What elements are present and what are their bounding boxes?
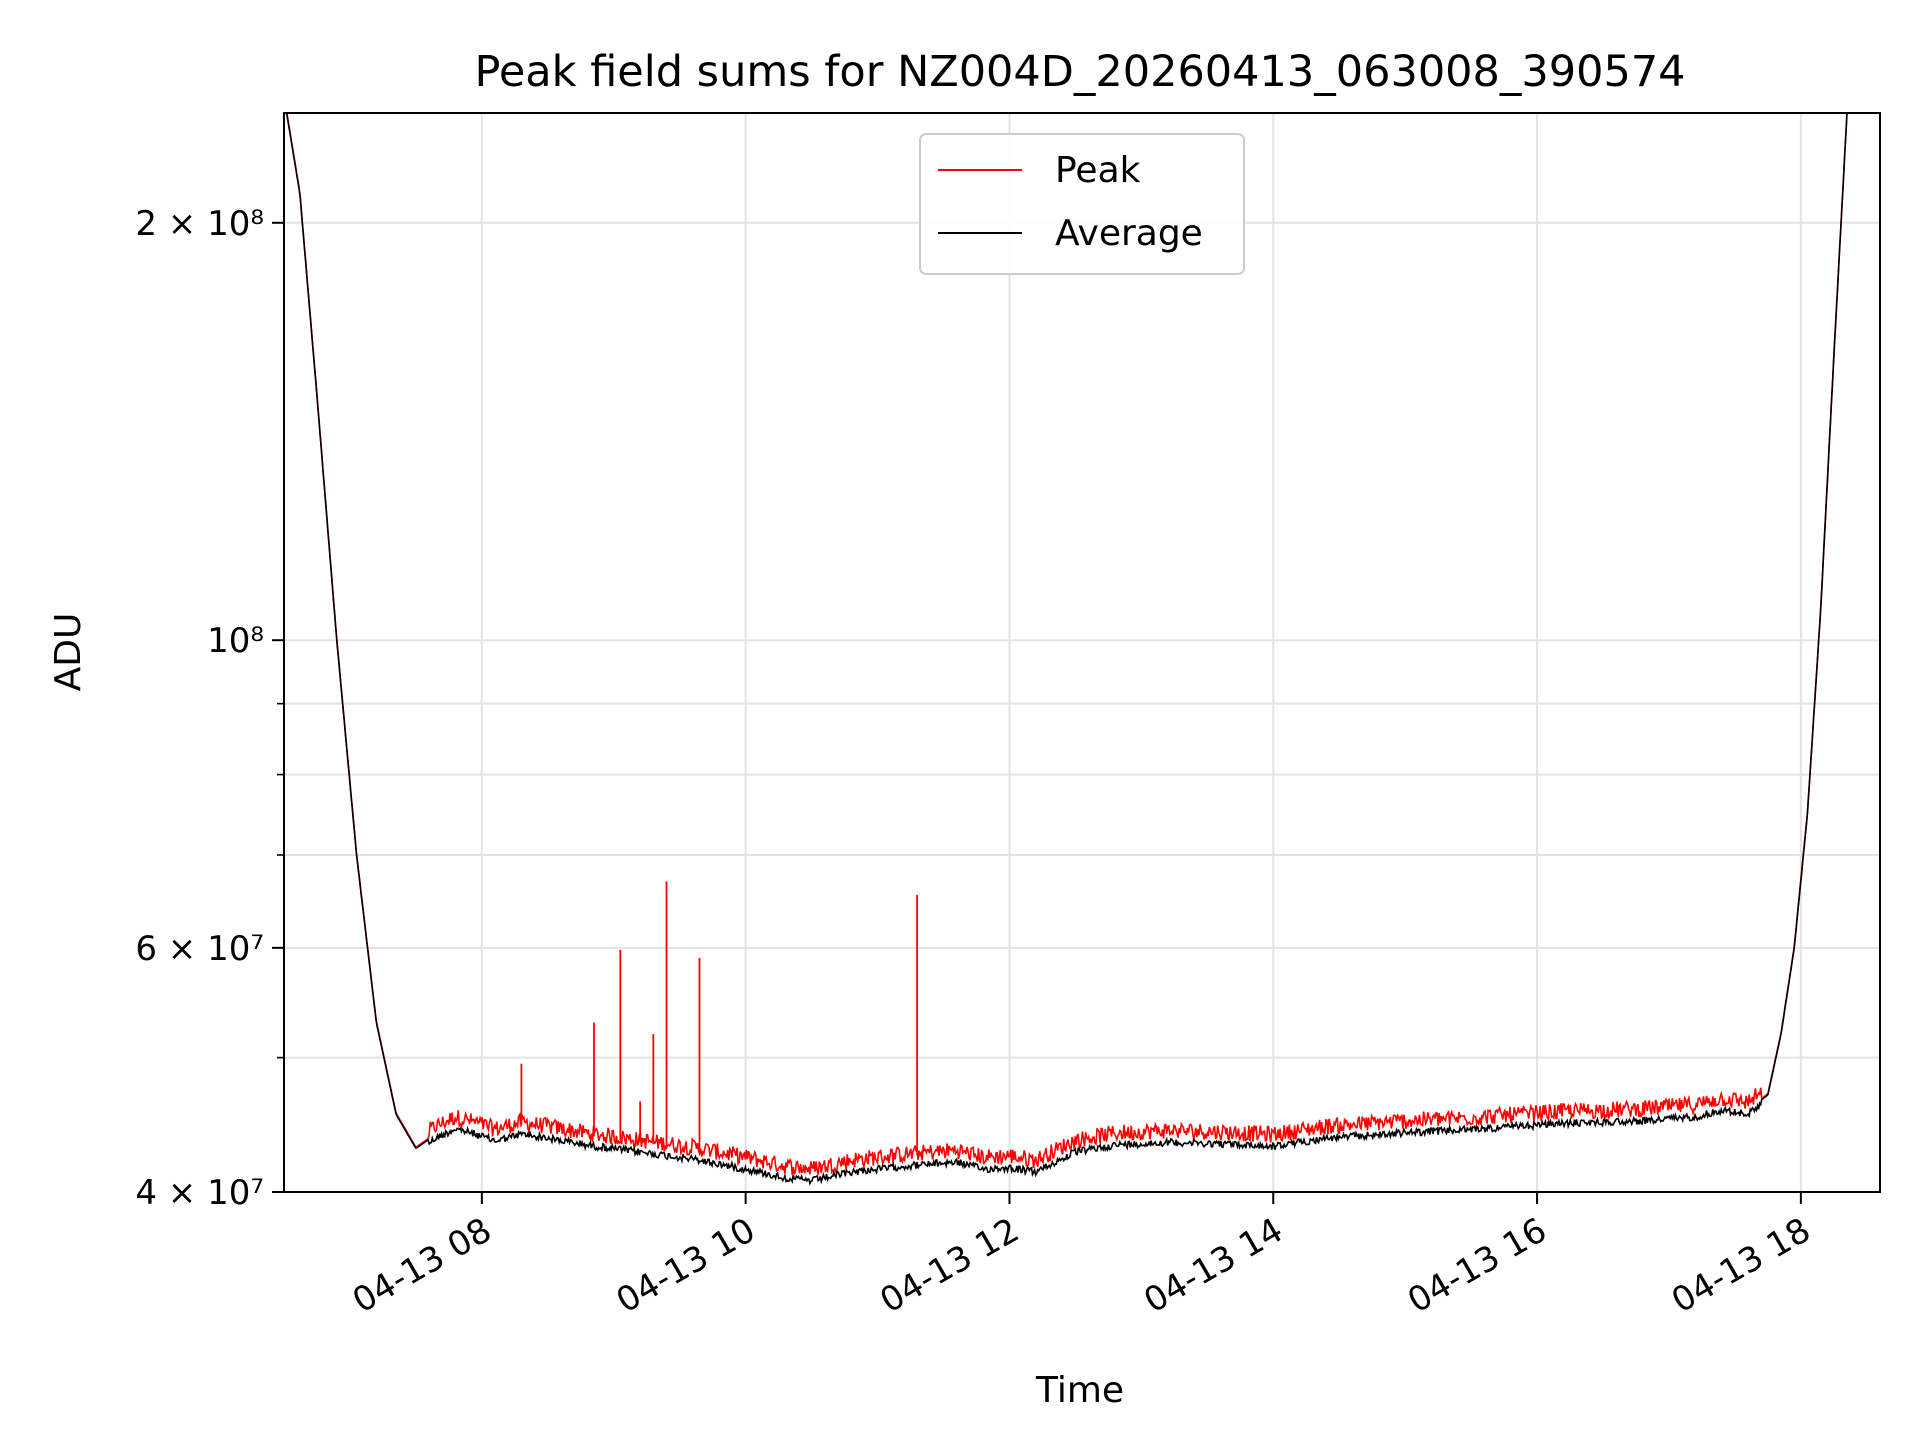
legend-label-average: Average bbox=[1055, 213, 1203, 254]
y-tick-label: 2 × 10⁸ bbox=[135, 204, 264, 244]
y-tick-label: 10⁸ bbox=[207, 621, 264, 661]
series-average bbox=[285, 113, 1848, 1186]
x-axis-label: Time bbox=[1035, 1370, 1124, 1411]
peak-line bbox=[285, 113, 1848, 1175]
chart-title: Peak field sums for NZ004D_20260413_0630… bbox=[474, 47, 1685, 97]
y-axis-label: ADU bbox=[48, 613, 89, 692]
legend: Peak Average bbox=[919, 133, 1245, 275]
y-tick-label: 6 × 10⁷ bbox=[135, 929, 264, 969]
legend-label-peak: Peak bbox=[1055, 150, 1141, 191]
average-line bbox=[285, 113, 1848, 1186]
series-layer bbox=[285, 113, 1848, 1186]
plot-frame bbox=[283, 112, 1881, 1193]
series-peak bbox=[285, 113, 1848, 1175]
y-tick-label: 4 × 10⁷ bbox=[135, 1173, 264, 1213]
